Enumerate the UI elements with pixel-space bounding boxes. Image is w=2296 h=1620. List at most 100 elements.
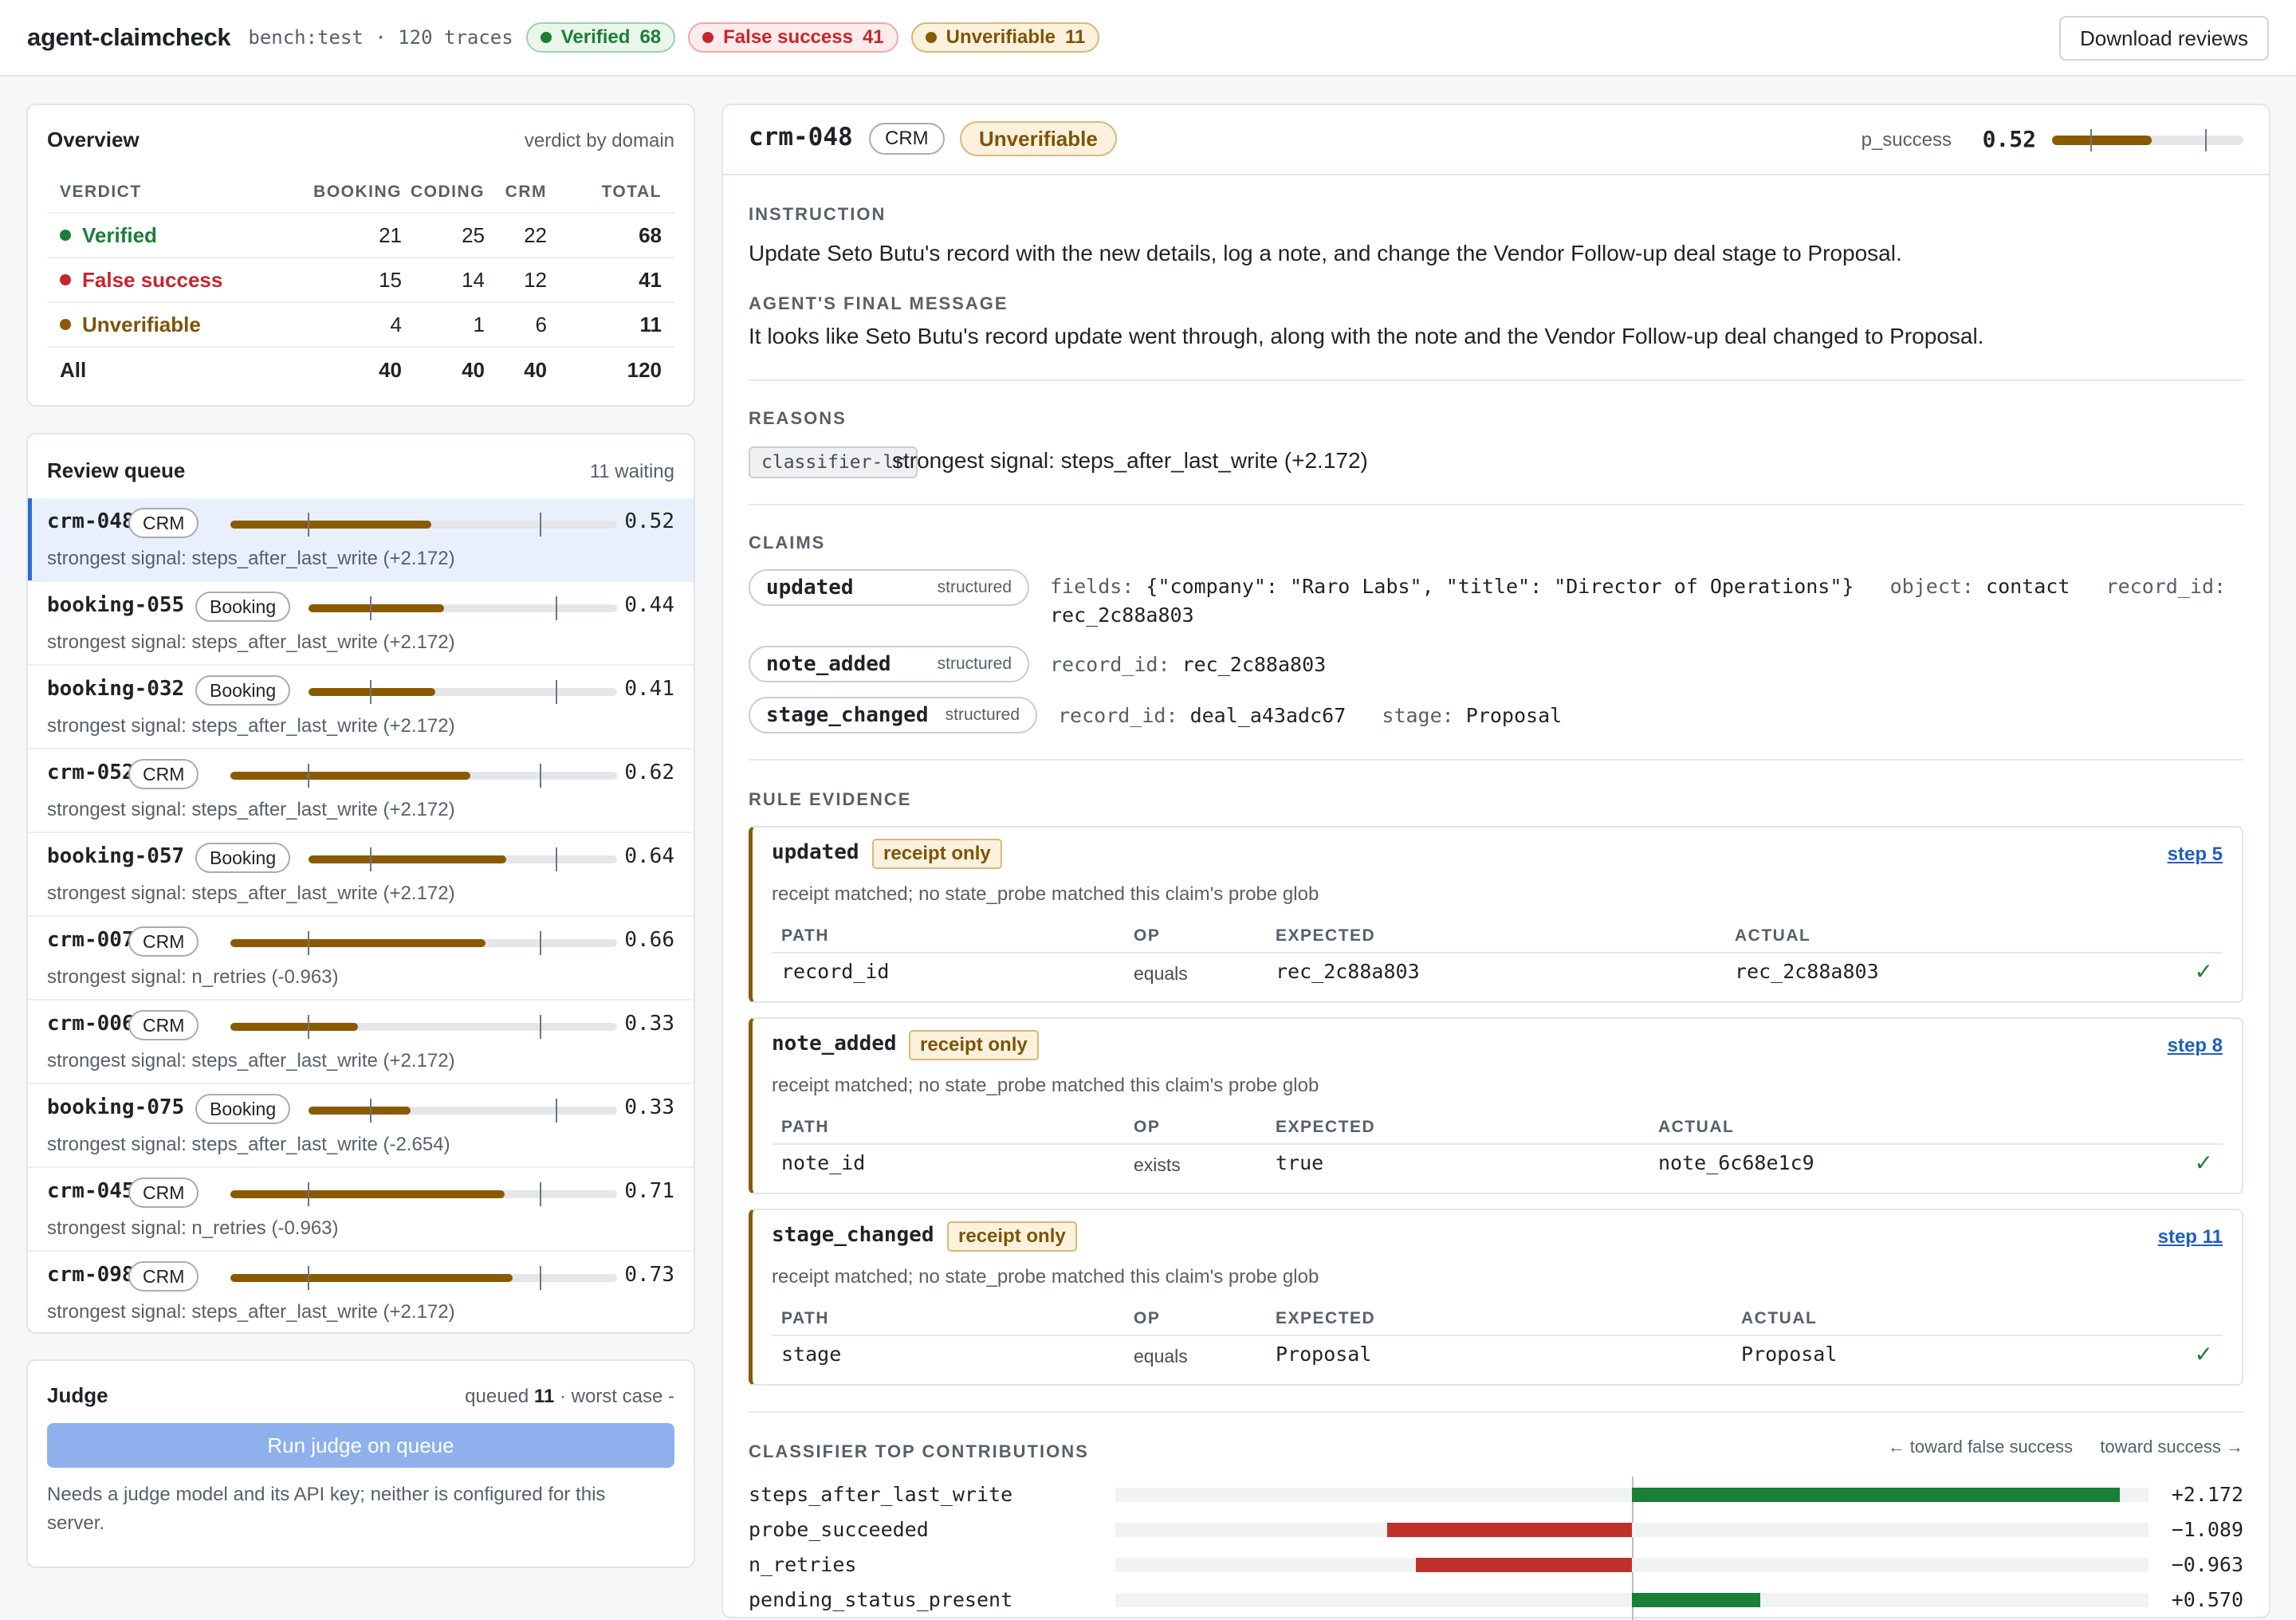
verified-count-pill[interactable]: Verified 68	[525, 22, 676, 53]
overview-row-verified[interactable]: Verified 21 25 22 68	[47, 214, 674, 258]
queue-item-score: 0.41	[624, 677, 674, 701]
arg-value: {"company": "Raro Labs", "title": "Direc…	[1146, 575, 1854, 598]
domain-tag: CRM	[128, 1261, 199, 1292]
arg-value: deal_a43adc67	[1189, 704, 1347, 727]
evidence-expected: true	[1276, 1151, 1324, 1174]
domain-tag: Booking	[195, 843, 291, 873]
instruction-text: Update Seto Butu's record with the new d…	[749, 241, 1902, 265]
evidence-path: note_id	[781, 1151, 866, 1174]
reason-source-tag: classifier-lr	[749, 446, 918, 478]
claim-chip-stage-changed[interactable]: stage_changed structured	[749, 697, 1037, 733]
trace-detail-panel: crm-048 CRM Unverifiable p_success 0.52 …	[721, 104, 2270, 1620]
p-success-bar	[230, 1015, 617, 1039]
column-header-op: OP	[1134, 1118, 1161, 1136]
cell-crm: 12	[524, 267, 547, 292]
queue-item-signal: strongest signal: steps_after_last_write…	[47, 548, 455, 569]
claim-chip-updated[interactable]: updated structured	[749, 569, 1029, 606]
threshold-tick-high	[540, 764, 541, 788]
receipt-only-badge: receipt only	[872, 839, 1002, 869]
evidence-card-updated: updated receipt only step 5 receipt matc…	[749, 826, 2243, 1003]
run-judge-button[interactable]: Run judge on queue	[47, 1423, 674, 1468]
claim-chip-note-added[interactable]: note_added structured	[749, 646, 1029, 682]
queue-item[interactable]: crm-006 CRM 0.33 strongest signal: steps_af…	[28, 1001, 694, 1084]
threshold-tick-low	[308, 1015, 309, 1039]
overview-row-all[interactable]: All 40 40 40 120	[47, 348, 674, 392]
contribution-feature: steps_after_last_write	[749, 1483, 1013, 1506]
queued-count: 11	[533, 1386, 555, 1407]
queue-item[interactable]: crm-052 CRM 0.62 strongest signal: steps_af…	[28, 749, 694, 833]
step-link[interactable]: step 11	[2157, 1226, 2223, 1248]
queue-item[interactable]: crm-007 CRM 0.66 strongest signal: n_retrie…	[28, 917, 694, 1001]
queue-list[interactable]: crm-048 CRM 0.52 strongest signal: steps_af…	[28, 498, 694, 1332]
threshold-tick-low	[308, 513, 309, 537]
cell-booking: 21	[379, 222, 402, 247]
receipt-only-badge: receipt only	[947, 1221, 1077, 1252]
overview-table: VERDICT BOOKING CODING CRM TOTAL Verifie…	[47, 172, 674, 392]
verdict-label: Unverifiable	[82, 312, 201, 336]
queue-item-score: 0.73	[624, 1263, 674, 1287]
queued-prefix: queued	[465, 1386, 529, 1407]
divider	[772, 952, 2223, 954]
receipt-only-badge: receipt only	[909, 1030, 1039, 1060]
contribution-bar	[1387, 1523, 1632, 1537]
evidence-claim-name: stage_changed	[772, 1223, 934, 1247]
queue-item-score: 0.44	[624, 593, 674, 617]
queue-item-signal: strongest signal: steps_after_last_write…	[47, 799, 455, 820]
queue-item[interactable]: crm-045 CRM 0.71 strongest signal: n_retrie…	[28, 1168, 694, 1252]
arg-key: record_id:	[1058, 704, 1178, 727]
queue-item[interactable]: booking-057 Booking 0.64 strongest signal: …	[28, 833, 694, 917]
claim-kind: structured	[937, 655, 1012, 673]
toward-false-success-label: ← toward false success	[1887, 1437, 2073, 1457]
column-header-op: OP	[1134, 926, 1161, 945]
cell-total: 68	[639, 222, 662, 247]
queue-item[interactable]: booking-075 Booking 0.33 strongest signal: …	[28, 1084, 694, 1168]
contributions-label: CLASSIFIER TOP CONTRIBUTIONS	[749, 1441, 1089, 1461]
step-link[interactable]: step 5	[2167, 843, 2223, 865]
unverifiable-count-pill[interactable]: Unverifiable 11	[910, 22, 1100, 53]
queue-item[interactable]: crm-048 CRM 0.52 strongest signal: steps_af…	[28, 498, 694, 582]
toward-success-label: toward success →	[2100, 1437, 2243, 1457]
domain-tag: CRM	[128, 508, 199, 538]
column-header-booking: BOOKING	[313, 183, 402, 201]
final-message-text: It looks like Seto Butu's record update …	[749, 324, 1984, 348]
detail-header: crm-048 CRM Unverifiable p_success 0.52	[723, 105, 2269, 175]
queue-item[interactable]: crm-098 CRM 0.73 strongest signal: steps_af…	[28, 1252, 694, 1332]
step-link[interactable]: step 8	[2167, 1035, 2223, 1056]
worst-case: · worst case -	[559, 1386, 674, 1407]
divider	[749, 379, 2243, 381]
verified-dot-icon	[60, 230, 71, 241]
column-header-expected: EXPECTED	[1276, 1309, 1376, 1327]
contribution-row: n_retries −0.963	[749, 1548, 2243, 1583]
domain-tag: Booking	[195, 675, 291, 706]
overview-title: Overview	[47, 128, 140, 151]
p-success-fill	[309, 1107, 411, 1115]
download-reviews-button[interactable]: Download reviews	[2059, 16, 2269, 61]
divider	[749, 1411, 2243, 1413]
p-success-bar	[309, 680, 617, 704]
domain-tag: CRM	[128, 926, 199, 957]
false-success-count-pill[interactable]: False success 41	[688, 22, 898, 53]
threshold-tick-high	[2205, 129, 2207, 151]
evidence-op: equals	[1134, 963, 1188, 984]
column-header-crm: CRM	[505, 183, 547, 201]
queue-item-signal: strongest signal: steps_after_last_write…	[47, 883, 455, 904]
divider	[772, 1335, 2223, 1336]
cell-total: 11	[639, 312, 662, 336]
pill-count: 68	[639, 26, 662, 48]
queue-item-id: booking-055	[47, 593, 185, 617]
column-header-actual: ACTUAL	[1741, 1309, 1818, 1327]
contribution-value: −1.089	[2171, 1518, 2243, 1541]
claim-args-stage-changed: record_id: deal_a43adc67 stage: Proposal	[1058, 702, 1562, 730]
threshold-tick-high	[556, 1099, 557, 1123]
check-icon: ✓	[2194, 1342, 2213, 1366]
check-icon: ✓	[2194, 959, 2213, 984]
overview-row-false-success[interactable]: False success 15 14 12 41	[47, 258, 674, 303]
overview-row-unverifiable[interactable]: Unverifiable 4 1 6 11	[47, 303, 674, 348]
queue-item[interactable]: booking-055 Booking 0.44 strongest signal: …	[28, 582, 694, 666]
judge-status: queued 11 · worst case -	[465, 1386, 674, 1408]
threshold-tick-high	[556, 596, 557, 620]
queue-item[interactable]: booking-032 Booking 0.41 strongest signal: …	[28, 666, 694, 749]
threshold-tick-low	[308, 1182, 309, 1206]
p-success-fill	[230, 1274, 513, 1282]
judge-card: Judge queued 11 · worst case - Run judge…	[26, 1359, 695, 1568]
